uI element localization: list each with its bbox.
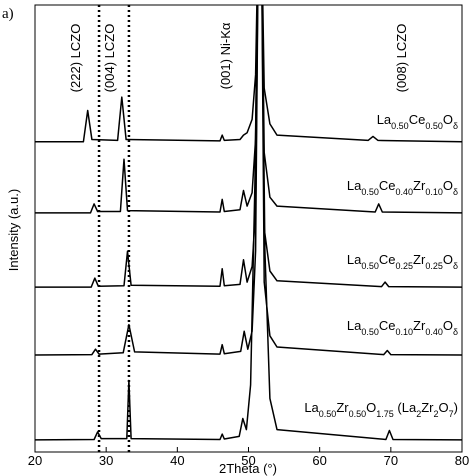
label-part: La [347,178,362,193]
x-tick-label: 70 [384,453,398,468]
label-part: δ [453,327,458,337]
label-part: O [366,400,376,415]
label-part: 0.25 [396,261,414,271]
x-tick-label: 50 [241,453,255,468]
x-tick-label: 80 [455,453,469,468]
label-part: δ [453,187,458,197]
label-part: 0.50 [361,187,379,197]
x-tick-label: 40 [170,453,184,468]
label-part: 0.50 [349,409,367,419]
label-part: Zr [421,400,434,415]
label-part: 7 [449,409,454,419]
label-part: Zr [413,178,426,193]
series-label: La0.50Ce0.50Oδ [377,112,458,131]
label-part: Zr [413,318,426,333]
label-part: O [439,400,449,415]
peak-annotation: (001) Ni-Kα [218,22,233,89]
peak-annotation: (222) LCZO [68,24,83,93]
label-part: La [347,252,362,267]
label-part: O [443,252,453,267]
xrd-trace [35,5,462,441]
series-label: La0.50Zr0.50O1.75 (La2Zr2O7) [304,400,458,419]
label-part: 1.75 [376,409,394,419]
label-part: 0.50 [425,121,443,131]
label-part: 0.40 [425,327,443,337]
panel-label: a) [2,6,14,22]
x-tick-label: 20 [28,453,42,468]
label-part: 0.40 [396,187,414,197]
label-part: O [443,112,453,127]
label-part: O [443,178,453,193]
plot-area [35,5,462,441]
label-part: δ [453,261,458,271]
label-part: 2 [416,409,421,419]
label-part: Ce [409,112,426,127]
label-part: 0.50 [361,261,379,271]
label-part: Ce [379,178,396,193]
series-label: La0.50Ce0.40Zr0.10Oδ [347,178,458,197]
label-part: 0.50 [319,409,337,419]
xrd-trace [35,5,462,214]
label-part: La [304,400,319,415]
y-axis-title: Intensity (a.u.) [6,189,21,271]
label-part: 0.50 [391,121,409,131]
label-part: ) [454,400,458,415]
label-part: 0.25 [425,261,443,271]
label-part: La [347,318,362,333]
label-part: 0.50 [361,327,379,337]
series-label: La0.50Ce0.25Zr0.25Oδ [347,252,458,271]
peak-annotation: (004) LCZO [102,24,117,93]
peak-annotation: (008) LCZO [394,24,409,93]
label-part: 2 [434,409,439,419]
label-part: δ [453,121,458,131]
label-part: 0.10 [396,327,414,337]
label-part: Ce [379,318,396,333]
label-part: La [377,112,392,127]
label-part: (La [394,400,417,415]
label-part: 0.10 [425,187,443,197]
series-label: La0.50Ce0.10Zr0.40Oδ [347,318,458,337]
xrd-trace [35,5,462,143]
xrd-trace [35,5,462,288]
label-part: Ce [379,252,396,267]
label-part: Zr [336,400,349,415]
label-part: Zr [413,252,426,267]
x-tick-label: 60 [312,453,326,468]
xrd-trace [35,5,462,356]
x-axis-title: 2Theta (°) [219,461,277,476]
label-part: O [443,318,453,333]
x-tick-label: 30 [99,453,113,468]
